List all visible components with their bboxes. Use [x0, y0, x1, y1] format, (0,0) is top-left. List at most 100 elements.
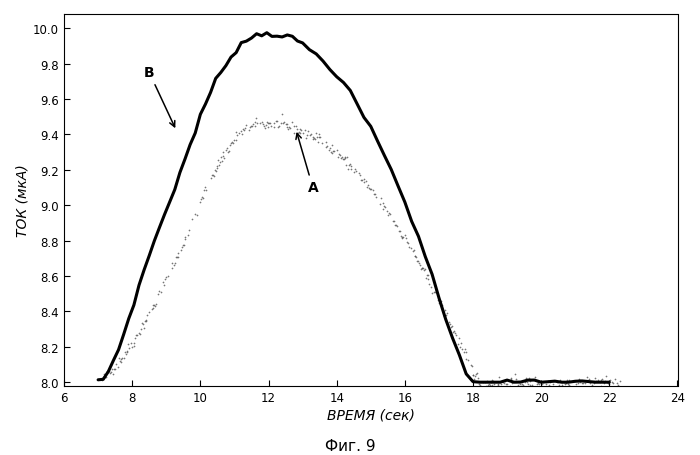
- Point: [363, 182, 374, 189]
- Point: [600, 373, 611, 380]
- Point: [495, 379, 506, 386]
- Point: [213, 157, 224, 164]
- Point: [113, 354, 125, 362]
- Point: [455, 344, 466, 351]
- Point: [466, 363, 477, 370]
- Point: [484, 382, 496, 389]
- Point: [507, 379, 518, 387]
- Point: [150, 303, 161, 310]
- Point: [533, 380, 545, 388]
- Point: [580, 380, 591, 387]
- Point: [589, 374, 601, 382]
- Point: [102, 369, 113, 376]
- Point: [339, 155, 350, 162]
- Point: [122, 340, 134, 348]
- Point: [260, 125, 271, 132]
- Point: [344, 161, 356, 168]
- Point: [517, 382, 528, 389]
- Point: [469, 375, 480, 383]
- Point: [474, 380, 485, 388]
- Point: [276, 111, 288, 118]
- Point: [115, 356, 126, 363]
- Point: [601, 378, 612, 385]
- Point: [277, 120, 288, 127]
- Point: [254, 120, 265, 127]
- Point: [401, 239, 412, 246]
- Point: [475, 382, 486, 389]
- Point: [576, 380, 587, 387]
- Point: [422, 276, 433, 283]
- Point: [485, 379, 496, 386]
- Point: [611, 379, 622, 387]
- Point: [514, 378, 525, 385]
- Point: [505, 375, 516, 382]
- Point: [140, 318, 151, 325]
- Point: [109, 365, 120, 372]
- Point: [368, 187, 379, 194]
- Point: [494, 374, 505, 381]
- Point: [159, 275, 170, 283]
- Point: [114, 358, 125, 365]
- Point: [312, 134, 323, 142]
- Point: [515, 383, 526, 390]
- Point: [210, 168, 221, 176]
- Point: [383, 210, 394, 217]
- Point: [532, 380, 543, 388]
- Point: [169, 262, 180, 269]
- Point: [325, 149, 336, 156]
- Point: [570, 380, 582, 388]
- Point: [313, 134, 324, 141]
- Point: [423, 272, 434, 279]
- Point: [327, 151, 338, 158]
- Y-axis label: ТОК (мкА): ТОК (мкА): [15, 164, 29, 237]
- Point: [246, 123, 257, 130]
- Point: [239, 127, 250, 134]
- Point: [315, 134, 326, 142]
- Point: [227, 139, 238, 146]
- Point: [173, 249, 184, 257]
- Point: [540, 380, 552, 388]
- Point: [389, 217, 400, 225]
- Point: [416, 265, 427, 272]
- Point: [139, 324, 150, 332]
- Point: [394, 228, 405, 235]
- Point: [415, 265, 426, 273]
- Point: [426, 289, 438, 297]
- Point: [424, 281, 435, 288]
- Point: [128, 343, 139, 350]
- Point: [493, 382, 504, 389]
- Point: [265, 120, 276, 127]
- Point: [183, 227, 195, 234]
- Point: [369, 191, 380, 198]
- Point: [218, 155, 230, 162]
- Point: [209, 173, 220, 180]
- Point: [268, 124, 279, 131]
- Point: [280, 121, 291, 128]
- Point: [610, 376, 621, 383]
- Point: [430, 289, 441, 297]
- Point: [447, 329, 458, 336]
- Point: [438, 313, 449, 320]
- Point: [434, 298, 445, 305]
- Point: [512, 381, 523, 389]
- Point: [563, 376, 574, 384]
- Point: [544, 379, 555, 386]
- Point: [161, 274, 172, 281]
- Point: [116, 359, 127, 366]
- Point: [522, 379, 533, 386]
- Point: [206, 172, 218, 179]
- Point: [207, 172, 218, 179]
- Point: [258, 121, 269, 128]
- Point: [345, 163, 356, 170]
- Point: [460, 348, 471, 355]
- Point: [387, 218, 398, 225]
- Point: [377, 206, 388, 213]
- Point: [573, 376, 584, 383]
- Point: [124, 344, 135, 351]
- Point: [147, 302, 158, 309]
- Point: [122, 348, 133, 355]
- Point: [201, 187, 212, 194]
- Point: [402, 240, 413, 248]
- Point: [349, 169, 360, 176]
- Point: [456, 345, 468, 353]
